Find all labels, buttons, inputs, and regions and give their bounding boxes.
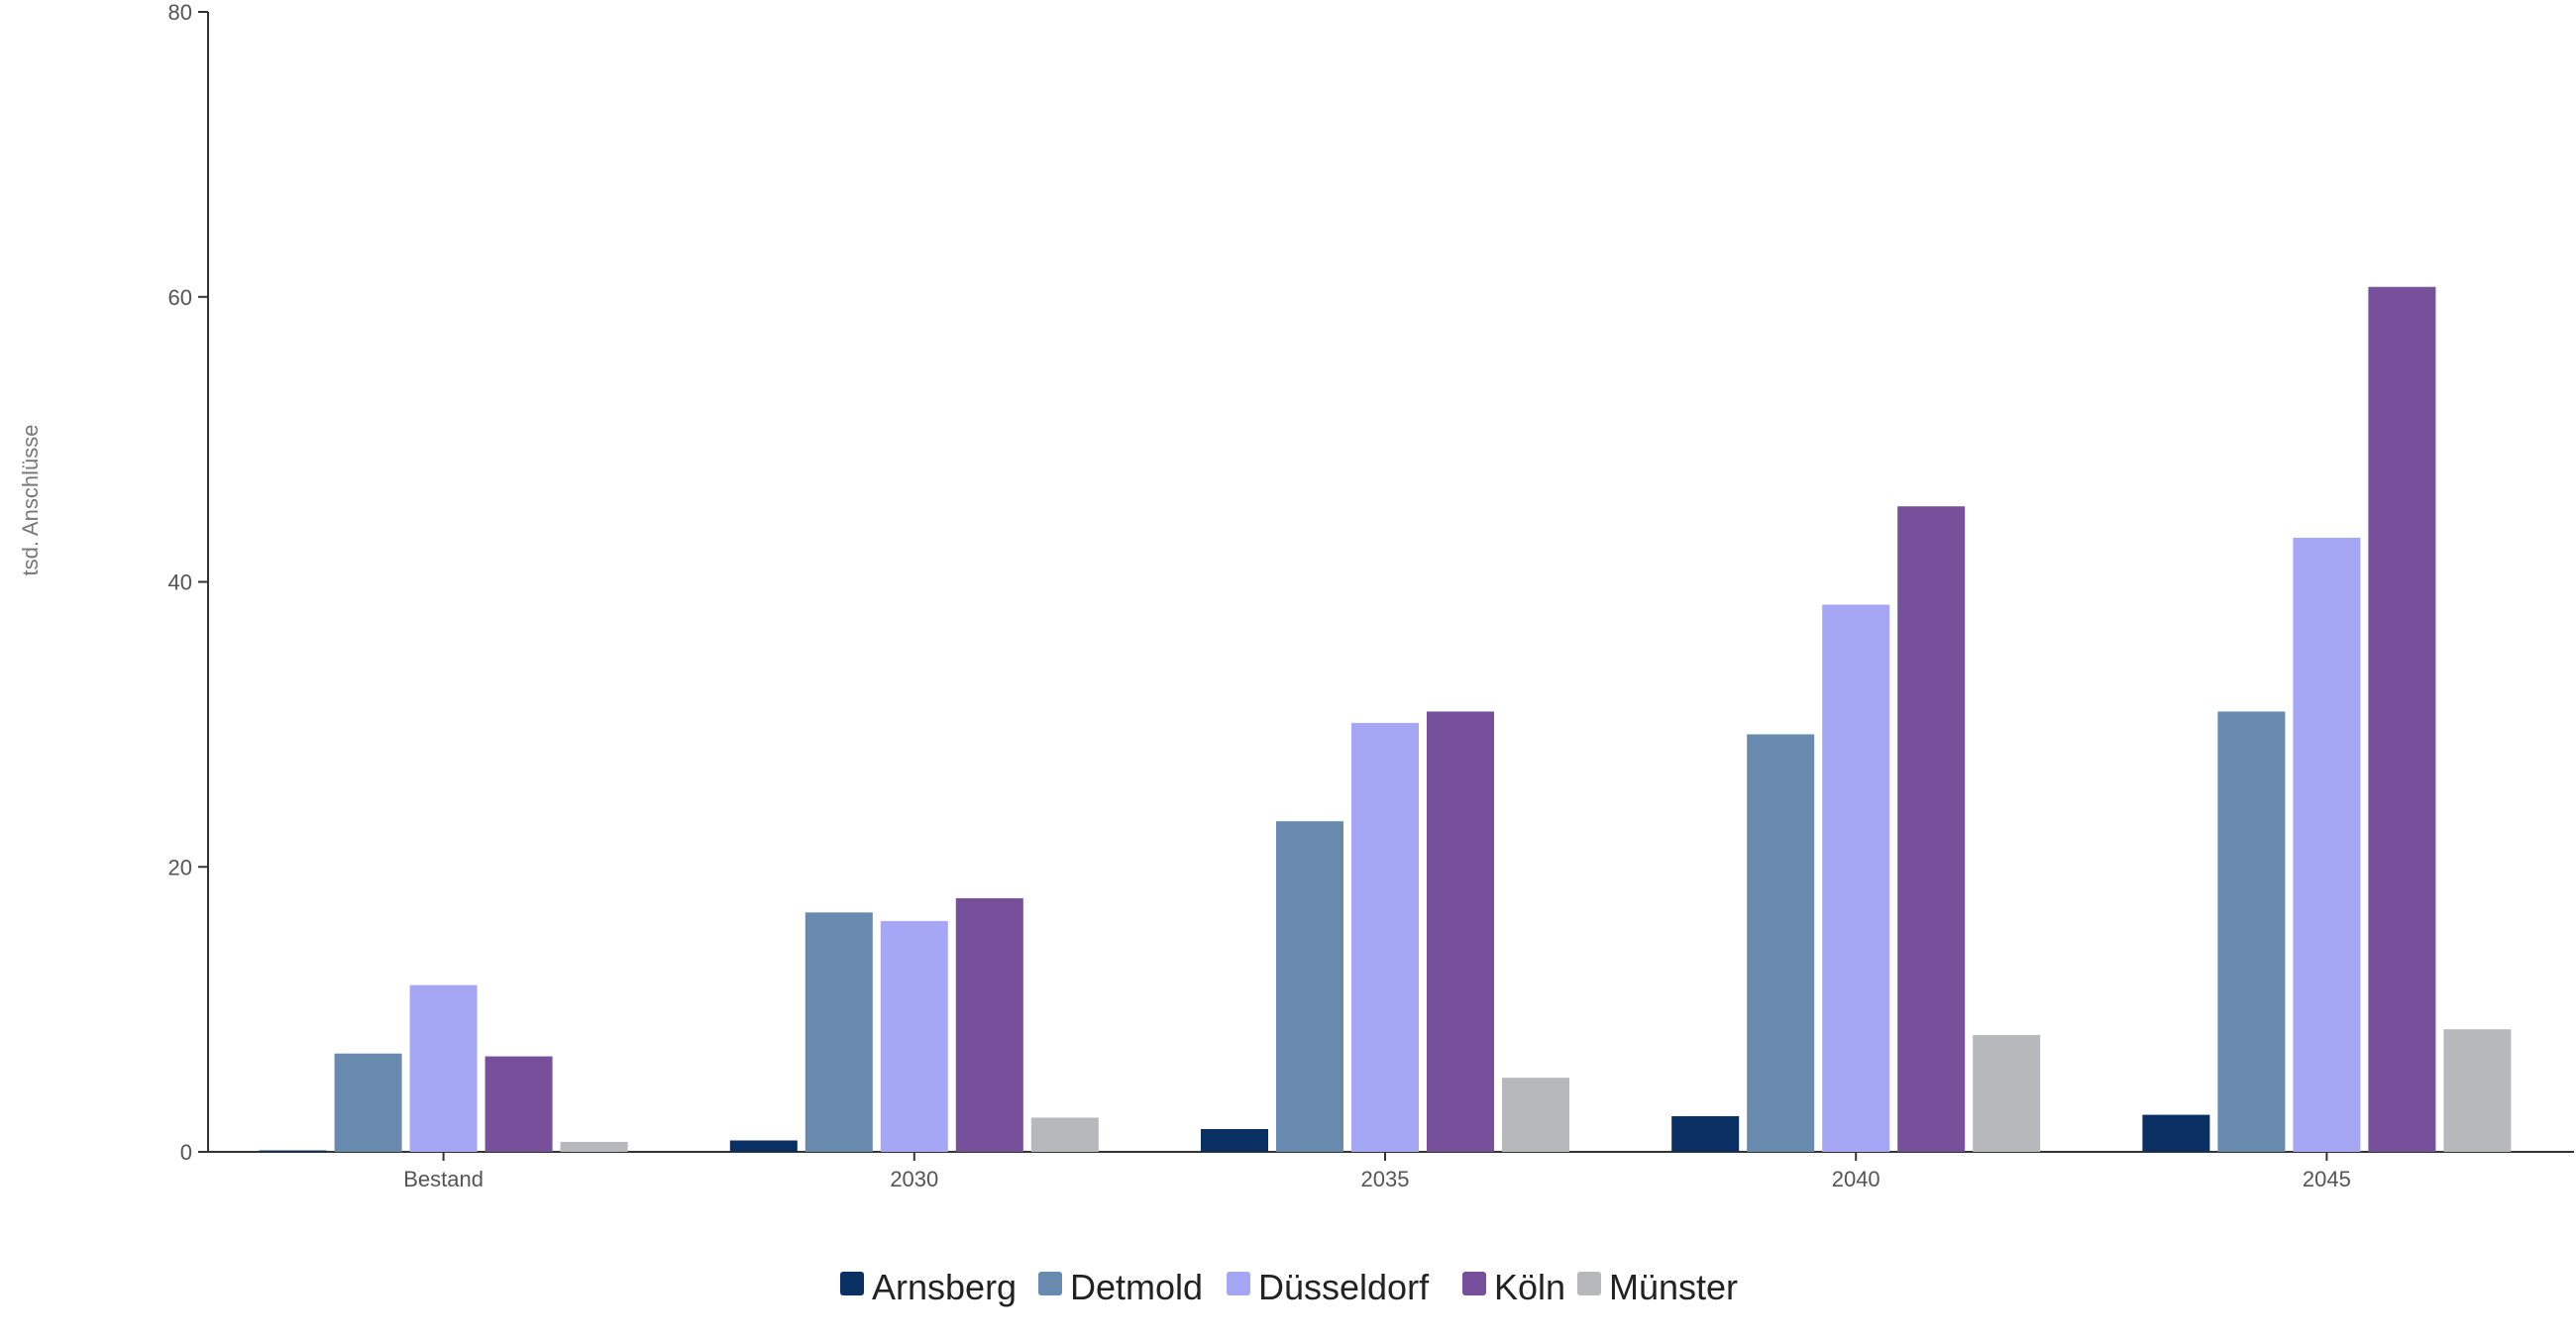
y-tick-label: 0 [180,1140,192,1165]
y-tick-label: 40 [168,570,192,595]
bar-köln-2030[interactable] [955,897,1023,1152]
y-axis-title: tsd. Anschlüsse [18,425,43,576]
bar-münster-2040[interactable] [1973,1035,2041,1152]
x-axis-ticks: Bestand 2030 2035 2040 2045 [403,1152,2351,1191]
y-tick-label: 60 [168,285,192,310]
bar-köln-2035[interactable] [1427,711,1494,1152]
legend-swatch-münster [1577,1272,1601,1295]
bar-arnsberg-bestand[interactable] [259,1150,327,1152]
x-tick-label: Bestand [403,1167,483,1191]
legend-label-köln: Köln [1494,1267,1565,1307]
bar-arnsberg-2040[interactable] [1671,1116,1740,1152]
x-tick-label: 2030 [890,1167,938,1191]
bar-arnsberg-2035[interactable] [1201,1128,1268,1152]
y-tick-label: 20 [168,855,192,879]
bar-arnsberg-2030[interactable] [729,1140,798,1152]
bar-detmold-2045[interactable] [2217,711,2286,1152]
bar-münster-2035[interactable] [1502,1078,1569,1152]
legend-label-düsseldorf: Düsseldorf [1258,1267,1430,1307]
bar-münster-2045[interactable] [2443,1029,2512,1152]
bar-arnsberg-2045[interactable] [2142,1114,2210,1152]
bar-detmold-2030[interactable] [805,912,873,1152]
x-tick-label: 2045 [2303,1167,2351,1191]
bar-detmold-2040[interactable] [1747,734,1815,1152]
bar-köln-2040[interactable] [1897,506,1966,1153]
legend-swatch-detmold [1038,1272,1062,1295]
y-axis-ticks: 0 20 40 60 80 [168,0,208,1165]
bar-düsseldorf-bestand[interactable] [409,984,478,1152]
bar-detmold-bestand[interactable] [334,1053,402,1152]
bar-münster-bestand[interactable] [560,1141,628,1152]
x-tick-label: 2040 [1832,1167,1880,1191]
bars [259,286,2512,1153]
bar-köln-2045[interactable] [2368,286,2436,1153]
bar-münster-2030[interactable] [1030,1117,1099,1152]
legend-swatch-düsseldorf [1227,1272,1250,1295]
legend-swatch-köln [1462,1272,1486,1295]
legend-swatch-arnsberg [840,1272,864,1295]
bar-düsseldorf-2045[interactable] [2293,537,2361,1152]
bar-düsseldorf-2040[interactable] [1822,604,1890,1152]
bar-düsseldorf-2035[interactable] [1351,722,1419,1152]
bar-düsseldorf-2030[interactable] [880,920,948,1152]
y-tick-label: 80 [168,0,192,25]
legend: Arnsberg Detmold Düsseldorf Köln Münster [840,1267,1738,1307]
bar-köln-bestand[interactable] [484,1056,553,1152]
x-tick-label: 2035 [1361,1167,1410,1191]
legend-label-münster: Münster [1609,1267,1738,1307]
legend-label-detmold: Detmold [1070,1267,1203,1307]
legend-label-arnsberg: Arnsberg [872,1267,1017,1307]
bar-detmold-2035[interactable] [1276,821,1343,1152]
